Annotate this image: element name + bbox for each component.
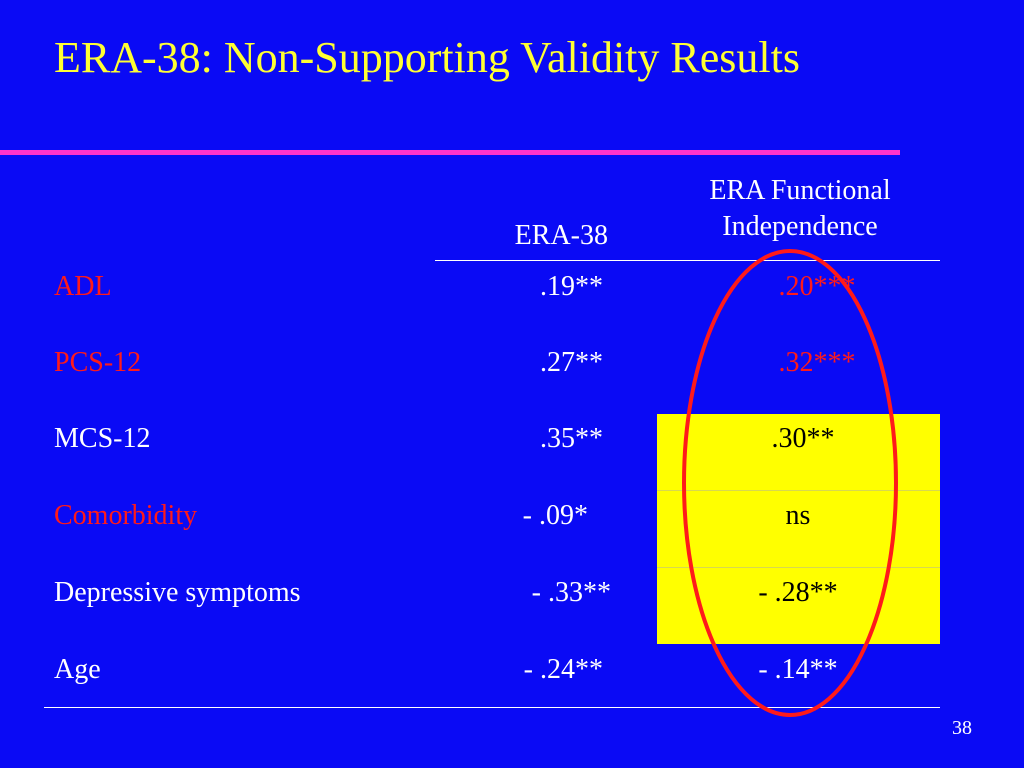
row-label-age: Age [54, 654, 101, 685]
column-header-functional: ERA Functional Independence [660, 173, 940, 245]
row-label-adl: ADL [54, 271, 112, 302]
row-label-comorbidity: Comorbidity [54, 500, 198, 531]
slide-title: ERA-38: Non-Supporting Validity Results [54, 33, 800, 82]
row-label-mcs12: MCS-12 [54, 423, 151, 454]
cell-era38-pcs12: .27** [540, 347, 603, 378]
cell-functional-adl: .20*** [778, 271, 856, 302]
cell-era38-comorbidity: - .09* [522, 500, 588, 531]
cell-era38-depressive-symptoms: - .33** [531, 577, 611, 608]
title-underline [0, 150, 900, 155]
cell-functional-age: - .14** [758, 654, 838, 685]
column-header-functional-line2: Independence [722, 211, 878, 242]
column-header-era38: ERA-38 [514, 220, 608, 251]
row-label-pcs12: PCS-12 [54, 347, 142, 378]
cell-era38-age: - .24** [523, 654, 603, 685]
highlight-row-divider [657, 567, 940, 568]
cell-era38-mcs12: .35** [540, 423, 603, 454]
table-header-rule [435, 260, 940, 261]
table-bottom-rule [44, 707, 940, 708]
page-number: 38 [952, 717, 972, 739]
cell-functional-depressive-symptoms: - .28** [758, 577, 838, 608]
row-label-depressive-symptoms: Depressive symptoms [54, 577, 301, 608]
cell-functional-pcs12: .32*** [778, 347, 856, 378]
column-header-functional-line1: ERA Functional [709, 175, 891, 206]
highlight-row-divider [657, 490, 940, 491]
cell-functional-comorbidity: ns [785, 500, 811, 531]
cell-era38-adl: .19** [540, 271, 603, 302]
cell-functional-mcs12: .30** [771, 423, 835, 454]
